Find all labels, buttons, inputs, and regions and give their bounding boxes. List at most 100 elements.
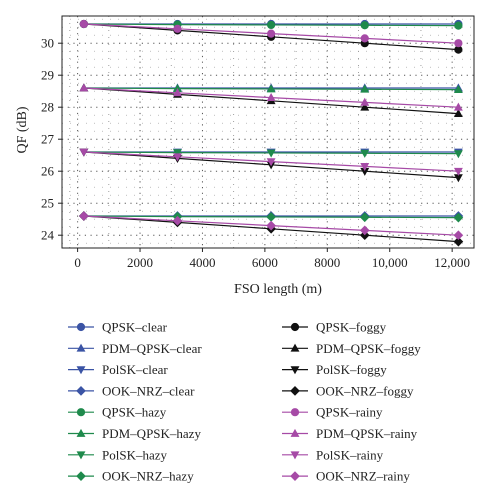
data-point xyxy=(266,84,276,93)
x-tick-label: 4000 xyxy=(189,255,215,270)
legend-item: PolSK–foggy xyxy=(282,362,387,377)
y-tick-label: 27 xyxy=(41,132,55,147)
x-tick-label: 8000 xyxy=(314,255,340,270)
legend-marker xyxy=(76,428,86,437)
series-ook-nrz-rainy xyxy=(79,211,464,241)
data-point xyxy=(360,149,370,158)
data-point xyxy=(359,212,370,223)
legend-label: OOK–NRZ–foggy xyxy=(316,383,414,398)
y-tick-label: 28 xyxy=(41,100,54,115)
data-point xyxy=(266,158,276,167)
x-axis-title: FSO length (m) xyxy=(234,282,322,297)
legend-marker xyxy=(76,343,86,352)
legend-item: PDM–QPSK–hazy xyxy=(68,426,201,441)
y-tick-label: 29 xyxy=(41,68,54,83)
data-point xyxy=(359,225,370,236)
y-tick-label: 25 xyxy=(41,196,54,211)
legend-item: OOK–NRZ–rainy xyxy=(282,469,410,484)
data-point xyxy=(267,20,276,30)
data-point xyxy=(266,220,276,231)
x-tick-label: 6000 xyxy=(252,255,278,270)
legend-label: PDM–QPSK–rainy xyxy=(316,426,418,441)
legend-label: QPSK–clear xyxy=(102,320,168,335)
data-point xyxy=(79,19,88,29)
data-point xyxy=(79,83,89,92)
legend-label: OOK–NRZ–clear xyxy=(102,383,195,398)
data-point xyxy=(360,21,369,30)
series-pdm-qpsk-rainy xyxy=(79,83,463,111)
x-tick-label: 2000 xyxy=(127,255,153,270)
data-point xyxy=(79,211,89,221)
y-tick-label: 24 xyxy=(41,228,55,243)
legend-label: QPSK–rainy xyxy=(316,405,383,420)
series-ook-nrz-hazy xyxy=(79,211,464,223)
legend-item: PolSK–clear xyxy=(68,362,168,377)
legend-marker xyxy=(290,471,300,481)
legend-item: OOK–NRZ–hazy xyxy=(68,469,194,484)
legend-marker xyxy=(290,408,300,417)
data-point xyxy=(453,102,463,111)
legend-item: OOK–NRZ–foggy xyxy=(282,383,414,398)
legend-item: PDM–QPSK–foggy xyxy=(282,341,421,356)
legend-label: PolSK–foggy xyxy=(316,362,387,377)
legend-label: OOK–NRZ–rainy xyxy=(316,469,410,484)
legend-label: PolSK–clear xyxy=(102,362,168,377)
data-point xyxy=(360,34,369,43)
legend-item: QPSK–hazy xyxy=(68,405,167,420)
data-point xyxy=(454,21,463,30)
legend-item: OOK–NRZ–clear xyxy=(68,383,195,398)
legend-label: PolSK–rainy xyxy=(316,447,384,462)
data-point xyxy=(172,215,183,226)
plot-series xyxy=(79,19,464,247)
legend-marker xyxy=(76,408,86,417)
x-tick-label: 10,000 xyxy=(372,255,408,270)
series-polsk-rainy xyxy=(79,148,463,176)
data-point xyxy=(453,212,464,223)
data-point xyxy=(360,97,370,106)
data-point xyxy=(453,236,464,247)
legend-item: PolSK–hazy xyxy=(68,447,168,462)
legend-marker xyxy=(76,366,86,375)
legend-marker xyxy=(290,322,300,332)
legend: QPSK–clear PDM–QPSK–clear PolSK–clear OOK–N… xyxy=(68,320,421,484)
legend-item: PDM–QPSK–clear xyxy=(68,341,202,356)
legend-marker xyxy=(290,451,300,460)
data-point xyxy=(173,88,182,97)
plot-frame xyxy=(61,15,475,249)
axis-ticks: 0 2000 4000 6000 8000 10,000 12,000 24 25 26 27 28 2… xyxy=(41,36,470,270)
legend-label: PolSK–hazy xyxy=(102,447,168,462)
data-point xyxy=(266,92,276,101)
series-qpsk-rainy xyxy=(79,19,463,48)
data-point xyxy=(360,102,370,111)
legend-marker xyxy=(290,343,300,352)
legend-label: QPSK–hazy xyxy=(102,405,167,420)
data-point xyxy=(266,149,276,158)
data-point xyxy=(454,39,463,48)
legend-label: OOK–NRZ–hazy xyxy=(102,469,194,484)
legend-label: QPSK–foggy xyxy=(316,320,387,335)
x-tick-label: 12,000 xyxy=(434,255,470,270)
legend-marker xyxy=(290,386,300,396)
data-point xyxy=(173,153,182,162)
data-point xyxy=(79,148,89,157)
legend-item: PDM–QPSK–rainy xyxy=(282,426,418,441)
y-tick-label: 26 xyxy=(41,164,55,179)
y-tick-label: 30 xyxy=(41,36,54,51)
legend-item: QPSK–rainy xyxy=(282,405,383,420)
data-point xyxy=(173,149,182,158)
legend-marker xyxy=(76,386,86,396)
legend-item: PolSK–rainy xyxy=(282,447,384,462)
data-point xyxy=(360,84,370,93)
grid xyxy=(62,16,474,248)
legend-label: PDM–QPSK–foggy xyxy=(316,341,421,356)
legend-item: QPSK–clear xyxy=(68,320,168,335)
legend-marker xyxy=(76,322,86,332)
data-point xyxy=(453,150,463,159)
legend-item: QPSK–foggy xyxy=(282,320,387,335)
legend-marker xyxy=(290,366,300,375)
data-point xyxy=(360,163,370,172)
data-point xyxy=(453,108,463,117)
data-point xyxy=(173,24,182,33)
data-point xyxy=(267,29,276,38)
